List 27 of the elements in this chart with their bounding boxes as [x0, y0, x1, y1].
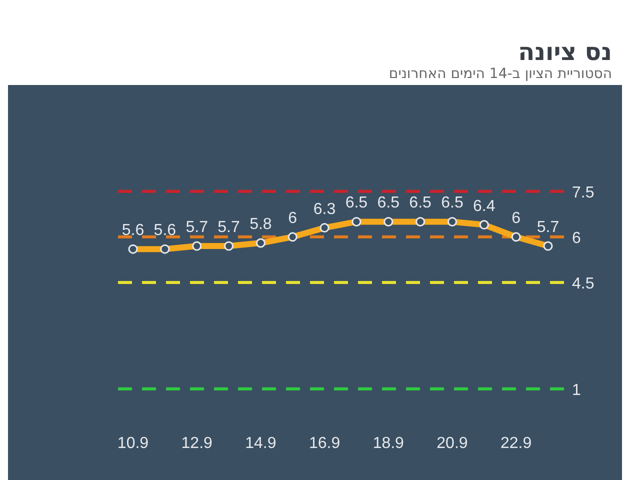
data-label: 5.7	[536, 219, 560, 236]
x-tick-label: 10.9	[117, 435, 149, 452]
x-tick-label: 18.9	[372, 435, 404, 452]
data-label: 6	[288, 210, 298, 227]
data-label: 5.8	[250, 216, 272, 233]
ref-line-label: 4.5	[572, 276, 594, 292]
data-label: 6.5	[409, 194, 432, 212]
data-label: 6	[512, 210, 521, 227]
x-tick-label: 22.9	[500, 435, 532, 452]
data-label: 5.6	[122, 222, 144, 240]
data-label: 5.7	[186, 219, 208, 236]
x-tick-label: 14.9	[245, 435, 276, 452]
x-tick-label: 12.9	[181, 435, 213, 452]
data-label: 6.5	[441, 194, 464, 212]
data-label: 6.3	[313, 200, 336, 218]
x-tick-label: 20.9	[436, 435, 468, 452]
data-label: 6.5	[345, 194, 368, 212]
data-label: 6.5	[377, 194, 400, 212]
chart-title: נס ציונה	[518, 38, 612, 66]
data-label: 6.4	[473, 198, 496, 215]
ref-line-label: 6	[572, 230, 581, 247]
data-label: 5.6	[154, 222, 176, 240]
chart-subtitle: הסטוריית הציון ב-14 הימים האחרונים	[388, 66, 612, 82]
ref-line-label: 7.5	[572, 184, 594, 202]
ref-line-label: 1	[572, 382, 581, 399]
x-tick-label: 16.9	[308, 435, 340, 452]
data-label: 5.7	[218, 219, 240, 236]
